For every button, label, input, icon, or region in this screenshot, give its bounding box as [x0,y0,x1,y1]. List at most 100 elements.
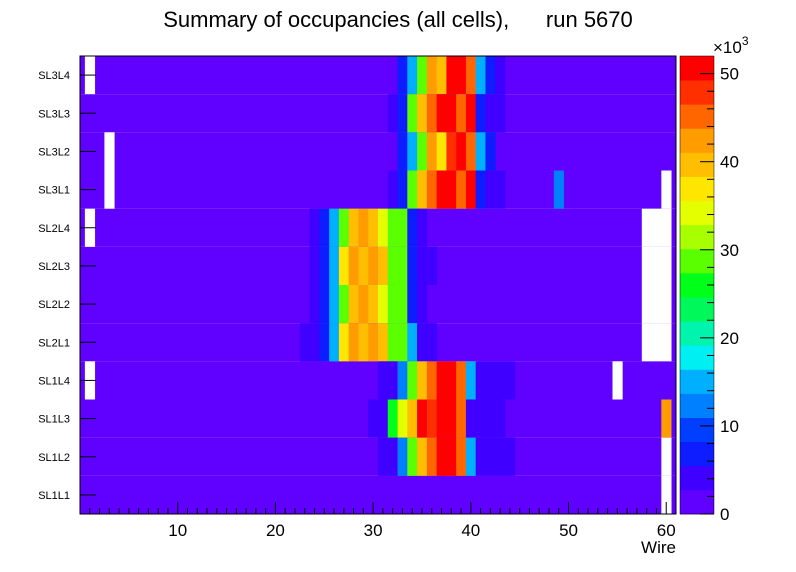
cell-sl1l3-wire-37 [436,399,447,438]
cell-sl3l1-wire-41 [475,170,486,209]
cell-sl3l2-wire-34 [407,132,418,171]
cell-sl2l1-wire-58 [641,323,652,362]
cell-sl1l3-wire-39 [456,399,467,438]
cell-sl2l3-wire-24 [309,246,320,285]
cell-sl3l3-wire-33 [397,94,408,133]
cell-sl2l2-wire-59 [651,285,662,324]
cell-sl3l2-wire-36 [426,132,438,171]
color-scale-bar [679,55,715,515]
cell-sl1l2-wire-42 [485,437,496,476]
x-tick-label-40: 40 [461,521,480,540]
cell-sl3l2-wire-33 [397,132,408,171]
cell-sl1l2-wire-43 [495,437,506,476]
color-scale-band [680,345,714,370]
cell-sl2l2-wire-29 [358,285,369,324]
cell-sl1l4-wire-36 [426,361,438,400]
cell-sl2l3-wire-59 [651,246,662,285]
cell-sl3l4-wire-38 [446,56,457,95]
exponent-power: 3 [742,34,749,48]
color-scale-axis: 0 10 20 30 40 50 [700,65,739,524]
cell-sl1l3-wire-43 [495,399,506,438]
cell-sl2l1-wire-25 [319,323,330,362]
cell-sl2l1-wire-24 [309,323,320,362]
cell-sl2l4-wire-25 [319,208,330,247]
cell-sl1l2-wire-35 [417,437,428,476]
heatmap-cells [80,56,676,514]
cell-sl2l3-wire-35 [417,246,428,285]
cell-sl1l2-wire-32 [387,437,398,476]
cell-sl2l2-wire-58 [641,285,652,324]
cell-sl3l4-wire-41 [475,56,486,95]
cell-sl2l2-wire-30 [368,285,379,324]
color-scale-band [680,128,714,153]
cell-sl2l4-wire-31 [378,208,389,247]
cell-sl2l3-wire-30 [368,246,379,285]
cell-sl2l4-wire-35 [417,208,428,247]
cell-sl1l4-wire-35 [417,361,428,400]
cell-sl3l4-wire-39 [456,56,467,95]
cell-sl2l4-wire-29 [358,208,369,247]
color-scale-band [680,489,714,515]
color-scale-band [680,56,714,81]
cell-sl2l1-wire-30 [368,323,379,362]
color-scale-band [680,224,714,250]
cell-sl2l2-wire-33 [397,285,408,324]
cell-sl2l1-wire-31 [378,323,389,362]
cell-sl1l3-wire-42 [485,399,496,438]
x-tick-label-30: 30 [364,521,383,540]
row-label-sl1l1: SL1L1 [38,490,70,502]
row-background-sl3l1 [80,170,676,209]
cell-sl1l4-wire-33 [397,361,408,400]
cell-sl3l3-wire-40 [465,94,477,133]
cell-sl1l3-wire-35 [417,399,428,438]
cell-sl1l3-wire-32 [387,399,398,438]
cell-sl2l1-wire-28 [348,323,359,362]
cell-sl2l3-wire-28 [348,246,359,285]
plot-border [79,55,677,515]
cell-sl1l2-wire-41 [475,437,486,476]
cell-sl2l4-wire-60 [661,208,672,247]
cell-sl3l3-wire-38 [446,94,457,133]
cell-sl3l2-wire-39 [456,132,467,171]
color-scale-band [680,321,714,346]
cell-sl2l3-wire-60 [661,246,672,285]
cell-sl1l2-wire-44 [505,437,516,476]
cell-sl1l3-wire-34 [407,399,418,438]
cell-sl3l1-wire-60 [661,170,672,209]
cell-sl1l3-wire-40 [465,399,477,438]
cell-sl3l3-wire-43 [495,94,506,133]
cell-sl2l3-wire-26 [329,246,340,285]
cell-sl2l1-wire-26 [329,323,340,362]
row-label-sl3l4: SL3L4 [38,70,70,82]
cell-sl1l4-wire-34 [407,361,418,400]
cell-sl3l1-wire-36 [426,170,438,209]
cell-sl2l4-wire-34 [407,208,418,247]
cell-sl3l4-wire-34 [407,56,418,95]
cell-sl3l4-wire-33 [397,56,408,95]
row-background-sl3l2 [80,132,676,171]
cell-sl1l2-wire-40 [465,437,477,476]
cell-sl2l4-wire-28 [348,208,359,247]
cell-sl3l3-wire-39 [456,94,467,133]
cell-sl1l3-wire-41 [475,399,486,438]
cell-sl2l4-wire-26 [329,208,340,247]
row-label-sl3l3: SL3L3 [38,108,70,120]
cell-sl2l3-wire-25 [319,246,330,285]
cell-sl3l3-wire-37 [436,94,447,133]
x-tick-label-60: 60 [657,521,676,540]
color-scale-band [680,393,714,418]
cell-sl3l3-wire-35 [417,94,428,133]
cell-sl3l1-wire-38 [446,170,457,209]
cell-sl2l3-wire-33 [397,246,408,285]
cell-sl2l1-wire-33 [397,323,408,362]
cell-sl1l4-wire-31 [378,361,389,400]
cell-sl2l3-wire-34 [407,246,418,285]
cell-sl2l1-wire-23 [299,323,311,362]
color-scale-exponent: ×103 [713,34,749,57]
cell-sl1l1-wire-60 [661,475,672,514]
cell-sl1l2-wire-37 [436,437,447,476]
cell-sl1l2-wire-60 [661,437,672,476]
color-scale-band [680,248,714,274]
cell-sl3l2-wire-38 [446,132,457,171]
cell-sl1l2-wire-38 [446,437,457,476]
